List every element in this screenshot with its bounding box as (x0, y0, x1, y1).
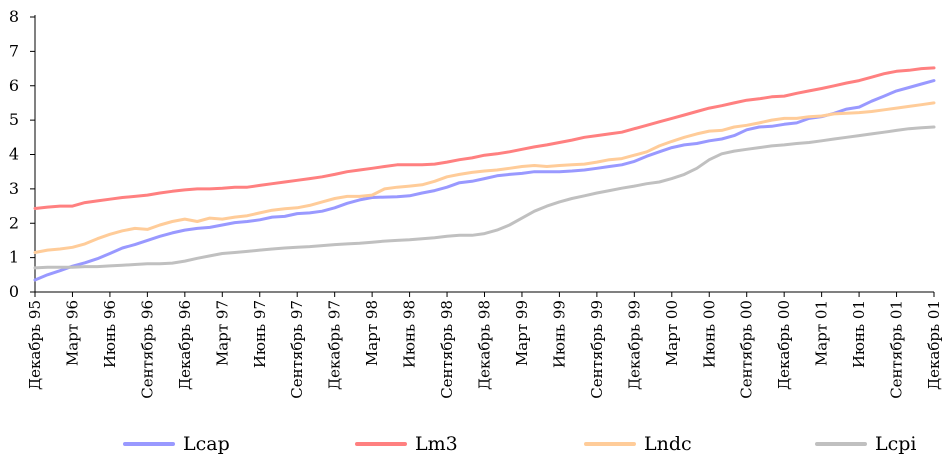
legend-swatch (123, 442, 175, 446)
x-tick-label: Сентябрь 97 (288, 300, 306, 399)
legend-label: Lndc (644, 433, 692, 455)
x-tick-label: Сентябрь 96 (138, 300, 156, 399)
x-tick-label: Июнь 00 (700, 300, 718, 368)
y-tick-label: 4 (9, 145, 19, 164)
x-tick-label: Март 00 (663, 300, 681, 366)
x-tick-label: Сентябрь 99 (588, 300, 606, 399)
y-tick-label: 8 (9, 7, 19, 26)
x-tick-label: Сентябрь 01 (888, 300, 906, 399)
series-line-lcap (33, 79, 936, 282)
legend-label: Lcpi (875, 433, 917, 455)
x-tick-label: Март 98 (363, 300, 381, 366)
legend-label: Lcap (183, 433, 230, 455)
x-tick-label: Июнь 01 (850, 300, 868, 368)
x-tick-label: Июнь 97 (251, 300, 269, 368)
line-chart: 0 1 2 3 4 5 6 7 8 Декабрь 95 Март 96 Июнь 96 Сентябр… (9, 7, 943, 399)
legend-item-lcap: Lcap (123, 432, 230, 456)
x-tick-label: Декабрь 96 (176, 300, 194, 390)
series-line-lcpi (33, 125, 936, 270)
x-tick-label: Июнь 98 (401, 300, 419, 368)
legend-swatch (815, 442, 867, 446)
x-tick-label: Сентябрь 98 (438, 300, 456, 399)
x-tick-label: Декабрь 99 (625, 300, 643, 390)
x-tick-label: Декабрь 01 (925, 300, 943, 390)
y-tick-label: 5 (9, 110, 19, 129)
x-tick-label: Март 01 (813, 300, 831, 366)
x-tick-label: Декабрь 00 (775, 300, 793, 390)
y-tick-label: 0 (9, 282, 19, 301)
y-tick-label: 2 (9, 213, 19, 232)
y-tick-label: 1 (9, 248, 19, 267)
x-tick-label: Март 99 (513, 300, 531, 366)
y-tick-label: 7 (9, 41, 19, 60)
x-tick-label: Декабрь 97 (326, 300, 344, 390)
x-tick-label: Декабрь 98 (476, 300, 494, 390)
legend: Lcap Lm3 Lndc Lcpi (0, 432, 943, 456)
legend-swatch (355, 442, 407, 446)
x-tick-label: Сентябрь 00 (738, 300, 756, 399)
x-tick-label: Июнь 99 (550, 300, 568, 368)
x-tick-label: Март 96 (63, 300, 81, 366)
legend-swatch (584, 442, 636, 446)
x-tick-label: Декабрь 95 (26, 300, 44, 390)
x-tick-label: Март 97 (213, 300, 231, 366)
legend-item-lcpi: Lcpi (815, 432, 917, 456)
series-line-lm3 (33, 66, 936, 210)
legend-label: Lm3 (415, 433, 458, 455)
y-tick-label: 6 (9, 76, 19, 95)
y-tick-label: 3 (9, 179, 19, 198)
series-line-lndc (33, 101, 936, 254)
x-tick-label: Июнь 96 (101, 300, 119, 368)
legend-item-lm3: Lm3 (355, 432, 458, 456)
legend-item-lndc: Lndc (584, 432, 692, 456)
